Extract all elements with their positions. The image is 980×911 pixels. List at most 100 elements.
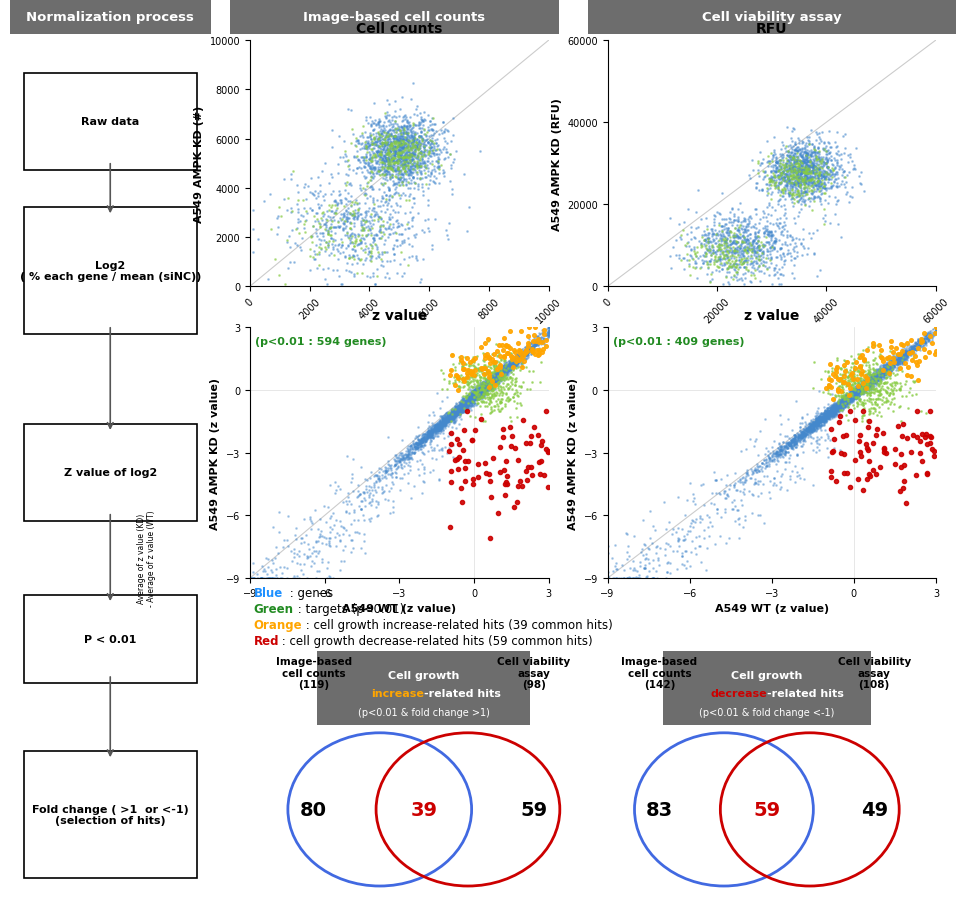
Point (858, 378, 874, 393)
Point (470, 382, 486, 396)
Point (538, 340, 554, 354)
Point (853, 379, 868, 394)
Point (843, 389, 858, 404)
Point (460, 399, 475, 414)
Point (470, 385, 486, 400)
Point (382, 116, 398, 130)
Point (380, 143, 396, 158)
Point (739, 241, 755, 255)
Point (755, 456, 770, 470)
Point (798, 428, 813, 443)
Point (800, 423, 815, 437)
Point (807, 424, 822, 438)
Point (400, 148, 416, 162)
Point (418, 433, 434, 447)
Point (430, 151, 446, 166)
Point (803, 430, 818, 445)
Point (411, 116, 426, 130)
Point (393, 138, 409, 152)
Point (513, 352, 528, 366)
Point (839, 391, 855, 405)
Point (426, 418, 442, 433)
Point (433, 416, 449, 431)
Point (416, 155, 432, 169)
Point (390, 169, 406, 183)
Point (812, 418, 828, 433)
Point (854, 395, 869, 410)
Point (760, 444, 776, 458)
Point (777, 158, 793, 172)
Point (873, 366, 889, 381)
Point (718, 248, 734, 262)
Point (385, 129, 401, 144)
Point (407, 479, 422, 494)
Point (439, 137, 455, 151)
Point (407, 441, 422, 456)
Point (895, 348, 910, 363)
Point (637, 558, 653, 572)
Point (384, 210, 400, 225)
Point (768, 234, 784, 249)
Point (816, 173, 832, 188)
Point (440, 415, 456, 429)
Point (398, 162, 414, 177)
Point (383, 160, 399, 175)
Point (279, 236, 295, 251)
Point (485, 374, 501, 388)
Point (813, 414, 829, 428)
Point (812, 415, 828, 430)
Point (906, 339, 922, 353)
Point (464, 389, 479, 404)
Point (708, 245, 723, 260)
Point (781, 437, 797, 452)
Point (893, 415, 908, 429)
Point (498, 360, 514, 374)
Point (793, 162, 808, 177)
Point (759, 456, 774, 470)
Point (819, 409, 835, 424)
Point (827, 400, 843, 415)
Point (363, 152, 378, 167)
Point (465, 392, 480, 406)
Point (752, 250, 767, 264)
Point (352, 486, 368, 501)
Point (454, 404, 469, 419)
Point (404, 138, 419, 153)
Point (859, 381, 875, 395)
Point (480, 379, 496, 394)
Point (761, 228, 777, 242)
Point (421, 429, 437, 444)
Point (396, 158, 412, 172)
Point (405, 435, 420, 449)
Point (385, 154, 401, 169)
Point (472, 386, 488, 401)
Point (387, 164, 403, 179)
Point (847, 352, 862, 366)
Point (463, 389, 478, 404)
Point (444, 405, 460, 420)
Point (469, 390, 485, 404)
Point (403, 439, 418, 454)
Point (364, 138, 379, 152)
Point (467, 390, 483, 404)
Point (836, 395, 852, 410)
Point (367, 142, 382, 157)
Point (392, 127, 408, 141)
Point (381, 113, 397, 128)
Point (316, 530, 331, 545)
Point (458, 397, 473, 412)
Point (821, 147, 837, 161)
Point (413, 147, 428, 161)
Point (477, 376, 493, 391)
Point (829, 402, 845, 416)
Point (848, 387, 863, 402)
Point (322, 525, 338, 539)
Point (739, 443, 755, 457)
Point (440, 413, 456, 427)
Point (700, 235, 715, 250)
Point (494, 370, 510, 384)
Point (458, 392, 473, 406)
Point (516, 348, 532, 363)
Point (790, 157, 806, 171)
Point (382, 506, 398, 520)
